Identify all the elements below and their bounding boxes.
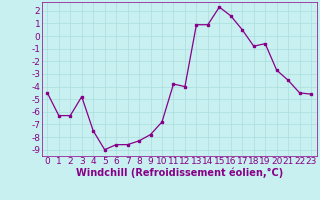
X-axis label: Windchill (Refroidissement éolien,°C): Windchill (Refroidissement éolien,°C): [76, 168, 283, 178]
